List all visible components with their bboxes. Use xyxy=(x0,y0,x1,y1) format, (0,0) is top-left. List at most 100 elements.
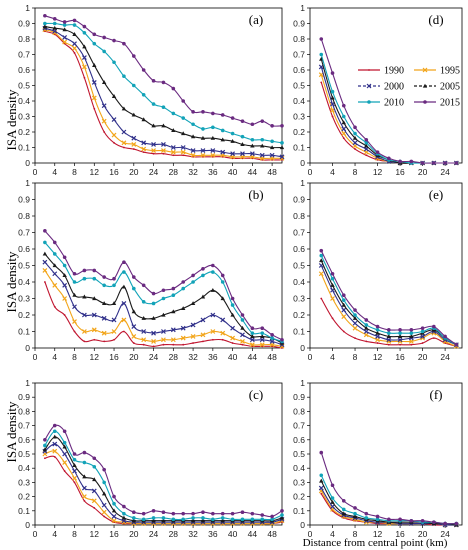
y-tick-label: 0.7 xyxy=(293,421,305,431)
y-tick-label: 0.8 xyxy=(293,406,305,416)
data-point xyxy=(72,271,77,276)
x-tick-label: 44 xyxy=(248,352,258,362)
data-point xyxy=(62,273,67,277)
data-point xyxy=(72,280,77,284)
x-tick-label: 12 xyxy=(373,167,383,177)
data-point xyxy=(62,460,68,465)
data-point xyxy=(101,502,107,508)
data-point xyxy=(131,112,136,117)
data-point xyxy=(72,45,77,51)
data-point xyxy=(123,330,125,333)
y-tick-label: 0 xyxy=(25,343,30,353)
y-tick-label: 0.7 xyxy=(18,421,30,431)
data-point xyxy=(42,268,48,273)
data-point xyxy=(330,71,335,75)
data-point xyxy=(112,38,116,43)
data-point xyxy=(151,102,156,106)
data-point xyxy=(182,154,185,157)
data-point xyxy=(111,317,117,323)
x-tick-label: 12 xyxy=(90,529,100,539)
data-point xyxy=(341,307,347,313)
x-tick-label: 24 xyxy=(440,167,450,177)
data-point xyxy=(341,302,346,307)
data-point xyxy=(386,337,392,343)
data-point xyxy=(151,518,156,523)
data-point xyxy=(279,343,285,349)
data-point xyxy=(102,49,106,54)
y-tick-label: 0.3 xyxy=(293,112,305,122)
data-point xyxy=(91,498,97,504)
data-point xyxy=(121,317,127,323)
data-point xyxy=(319,52,324,57)
data-point xyxy=(319,473,324,478)
data-point xyxy=(81,55,87,61)
data-point xyxy=(260,119,265,123)
data-point xyxy=(353,131,357,136)
data-point xyxy=(43,438,47,442)
x-tick-label: 24 xyxy=(149,529,159,539)
data-point xyxy=(62,20,67,24)
x-tick-label: 0 xyxy=(33,352,38,362)
data-point xyxy=(364,141,369,145)
data-point xyxy=(122,270,126,274)
data-point xyxy=(92,63,97,67)
y-tick-label: 0.4 xyxy=(293,277,305,287)
data-point xyxy=(420,518,425,523)
data-point xyxy=(420,161,425,165)
legend: 1990 1995 2000 2005 2010 2015 xyxy=(358,66,460,109)
data-point xyxy=(331,317,334,320)
data-point xyxy=(422,67,428,73)
y-tick-label: 0.9 xyxy=(293,19,305,29)
data-point xyxy=(240,151,245,157)
x-tick-label: 0 xyxy=(308,167,313,177)
x-tick-label: 8 xyxy=(72,529,77,539)
data-point xyxy=(240,119,245,123)
data-point xyxy=(73,481,76,484)
data-point xyxy=(410,343,413,346)
data-point xyxy=(240,313,245,317)
data-point xyxy=(354,148,356,150)
y-tick-label: 0.6 xyxy=(293,244,305,254)
data-point xyxy=(200,332,206,338)
y-tick-label: 0.5 xyxy=(293,261,305,271)
data-point xyxy=(82,31,87,35)
data-point xyxy=(331,115,334,118)
y-tick-label: 0.5 xyxy=(293,81,305,91)
data-point xyxy=(443,161,447,165)
data-point xyxy=(270,124,274,128)
data-point xyxy=(171,128,176,133)
data-point xyxy=(131,324,137,329)
data-point xyxy=(387,156,391,161)
data-point xyxy=(240,517,245,522)
y-tick-label: 0.1 xyxy=(293,143,305,153)
y-tick-label: 0.5 xyxy=(18,449,30,459)
data-point xyxy=(341,120,346,125)
data-point xyxy=(161,80,166,85)
data-point xyxy=(330,95,335,100)
x-tick-label: 0 xyxy=(308,352,313,362)
y-tick-label: 0.1 xyxy=(293,327,305,337)
data-point xyxy=(181,116,185,120)
data-point xyxy=(341,511,346,516)
series-2015 xyxy=(43,229,284,342)
data-point xyxy=(83,499,86,502)
data-point xyxy=(172,154,175,157)
data-point xyxy=(151,516,156,520)
data-point xyxy=(354,337,356,339)
data-point xyxy=(270,517,274,522)
y-tick-label: 0.5 xyxy=(18,81,30,91)
data-point xyxy=(387,331,391,335)
panel-label: (d) xyxy=(428,12,443,27)
data-point xyxy=(363,329,369,334)
data-point xyxy=(319,450,324,455)
data-point xyxy=(363,146,369,152)
data-point xyxy=(72,452,77,456)
data-point xyxy=(43,13,47,18)
data-point xyxy=(330,271,335,276)
data-point xyxy=(211,263,215,268)
data-point xyxy=(43,21,47,26)
legend-item: 2000 xyxy=(358,82,404,93)
y-tick-label: 0.7 xyxy=(18,228,30,238)
data-point xyxy=(81,312,87,318)
data-point xyxy=(319,478,324,483)
